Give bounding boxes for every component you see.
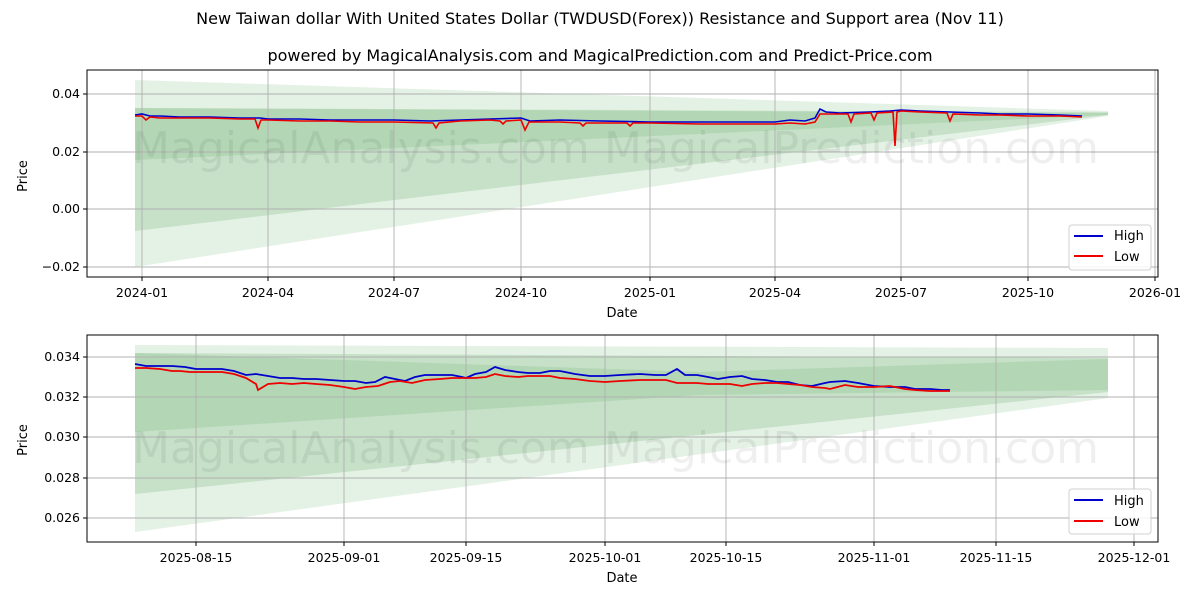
bottom-outer-band [135,345,1108,532]
bottom-x-tick-labels: 2025-08-15 2025-09-01 2025-09-15 2025-10… [160,550,1171,565]
svg-text:2025-07: 2025-07 [875,285,927,300]
svg-text:2025-11-15: 2025-11-15 [960,550,1033,565]
chart-title: New Taiwan dollar With United States Dol… [196,9,1004,28]
svg-text:2025-09-01: 2025-09-01 [308,550,381,565]
svg-text:0.030: 0.030 [44,429,80,444]
top-low-line [135,110,1083,147]
top-y-tick-labels: 0.04 0.02 0.00 −0.02 [42,86,80,274]
bottom-grid [87,335,1158,542]
top-axes-frame [86,69,1159,278]
bottom-axes-frame [86,334,1159,543]
svg-text:2026-01: 2026-01 [1129,285,1181,300]
top-x-tick-labels: 2024-01 2024-04 2024-07 2024-10 2025-01 … [116,285,1181,300]
svg-text:0.026: 0.026 [44,510,80,525]
svg-text:2024-04: 2024-04 [242,285,294,300]
svg-text:0.028: 0.028 [44,470,80,485]
top-support-resistance-bands [135,80,1108,267]
bottom-x-axis-label: Date [606,571,637,586]
svg-text:2025-10-15: 2025-10-15 [690,550,763,565]
bottom-low-line [135,367,950,392]
svg-text:2025-12-01: 2025-12-01 [1098,550,1171,565]
bottom-chart: MagicalAnalysis.com MagicalPrediction.co… [16,334,1171,586]
watermark-prediction-bottom: MagicalPrediction.com [604,423,1099,474]
svg-text:2024-10: 2024-10 [495,285,547,300]
bottom-legend: High Low [1068,488,1152,535]
watermark-analysis: MagicalAnalysis.com [132,123,590,174]
bottom-y-axis-label: Price [16,424,31,456]
bottom-inner-band [135,353,1108,432]
svg-text:2024-01: 2024-01 [116,285,168,300]
svg-text:0.034: 0.034 [44,349,80,364]
legend-low-label: Low [1114,515,1140,530]
top-y-axis-label: Price [16,160,31,192]
legend-low-label: Low [1114,250,1140,265]
svg-text:2025-08-15: 2025-08-15 [160,550,233,565]
top-inner-band [135,108,1108,160]
svg-text:−0.02: −0.02 [42,259,80,274]
chart-subtitle: powered by MagicalAnalysis.com and Magic… [267,46,933,65]
top-outer-band [135,80,1108,267]
top-chart: MagicalAnalysis.com MagicalPrediction.co… [16,69,1181,321]
bottom-support-resistance-bands [135,345,1108,532]
svg-text:0.02: 0.02 [52,144,80,159]
svg-text:2025-04: 2025-04 [749,285,801,300]
top-legend: High Low [1068,224,1152,271]
svg-text:2024-07: 2024-07 [368,285,420,300]
top-grid [87,70,1158,277]
bottom-mid-band [135,353,1108,494]
svg-text:2025-09-15: 2025-09-15 [430,550,503,565]
svg-text:2025-10: 2025-10 [1002,285,1054,300]
bottom-y-tick-labels: 0.034 0.032 0.030 0.028 0.026 [44,349,80,525]
svg-text:2025-10-01: 2025-10-01 [569,550,642,565]
svg-text:0.04: 0.04 [52,86,80,101]
top-high-line [134,107,1083,123]
legend-high-label: High [1114,494,1144,509]
watermark-analysis-bottom: MagicalAnalysis.com [132,423,590,474]
watermark-prediction: MagicalPrediction.com [604,123,1099,174]
top-mid-band [135,108,1108,231]
legend-high-label: High [1114,229,1144,244]
svg-text:2025-11-01: 2025-11-01 [838,550,911,565]
svg-text:0.00: 0.00 [52,201,80,216]
svg-text:2025-01: 2025-01 [624,285,676,300]
top-x-axis-label: Date [606,306,637,321]
svg-text:0.032: 0.032 [44,389,80,404]
